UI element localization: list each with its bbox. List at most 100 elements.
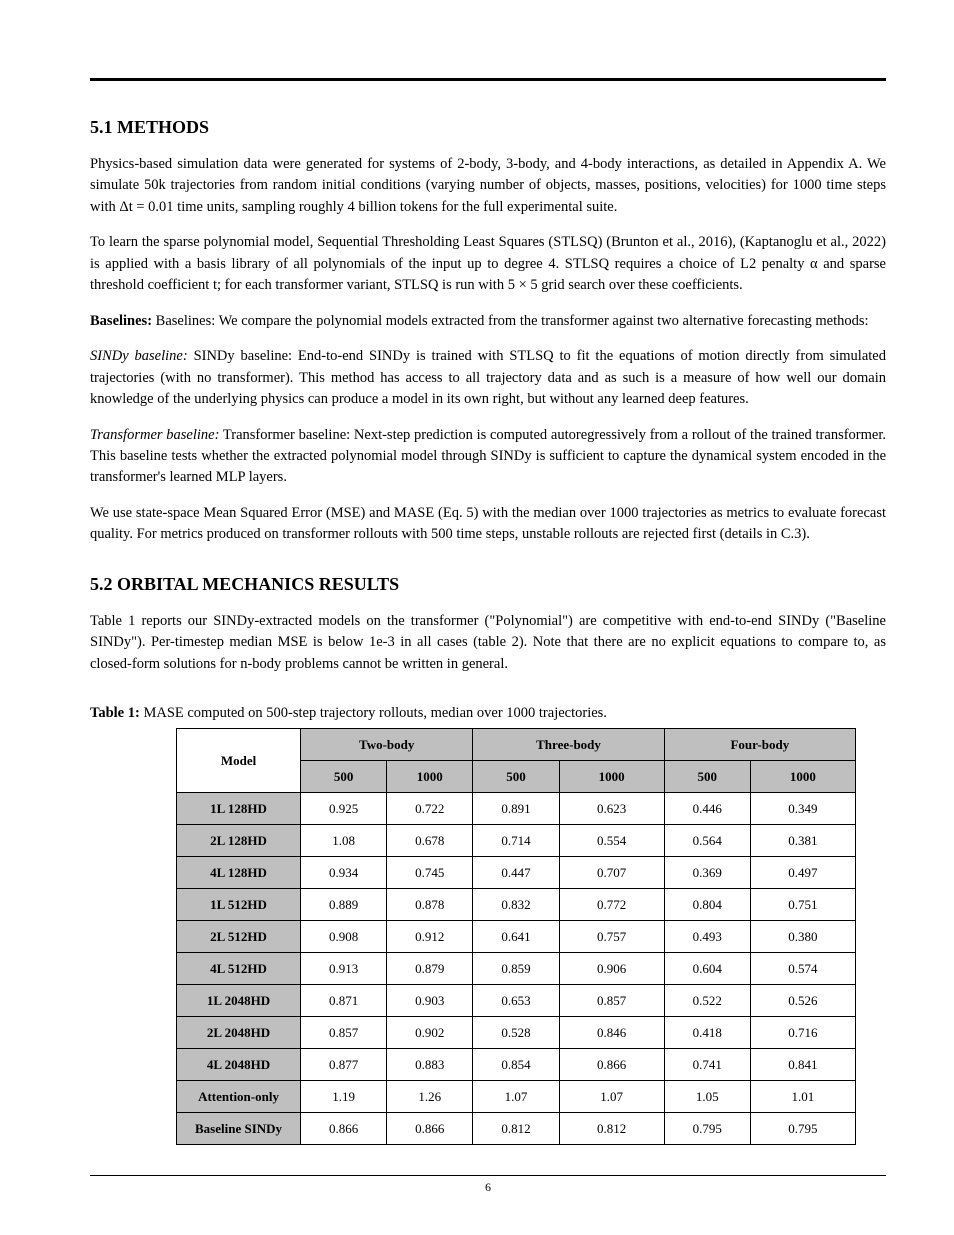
table-row-label: 2L 128HD — [177, 825, 301, 857]
table-cell: 0.857 — [301, 1017, 387, 1049]
table-row: 1L 128HD0.9250.7220.8910.6230.4460.349 — [177, 793, 856, 825]
table-cell: 0.866 — [559, 1049, 664, 1081]
table-cell: 0.574 — [750, 953, 855, 985]
table-row-label: 4L 2048HD — [177, 1049, 301, 1081]
table-cell: 0.913 — [301, 953, 387, 985]
table-sub-header: 500 — [301, 761, 387, 793]
table-cell: 0.707 — [559, 857, 664, 889]
table-cell: 0.772 — [559, 889, 664, 921]
table-corner: Model — [177, 729, 301, 793]
table-cell: 0.878 — [387, 889, 473, 921]
table-cell: 0.641 — [473, 921, 559, 953]
table-cell: 1.26 — [387, 1081, 473, 1113]
table-row: 2L 128HD1.080.6780.7140.5540.5640.381 — [177, 825, 856, 857]
table-row-label: Attention-only — [177, 1081, 301, 1113]
table-row: 2L 512HD0.9080.9120.6410.7570.4930.380 — [177, 921, 856, 953]
table-cell: 0.714 — [473, 825, 559, 857]
table-group-header: Two-body — [301, 729, 473, 761]
table-cell: 0.349 — [750, 793, 855, 825]
table-cell: 0.526 — [750, 985, 855, 1017]
table-row: 4L 512HD0.9130.8790.8590.9060.6040.574 — [177, 953, 856, 985]
table-row-label: 1L 2048HD — [177, 985, 301, 1017]
table-cell: 0.934 — [301, 857, 387, 889]
table-row-label: Baseline SINDy — [177, 1113, 301, 1145]
table-cell: 0.418 — [664, 1017, 750, 1049]
table-cell: 0.757 — [559, 921, 664, 953]
header-rule — [90, 78, 886, 81]
paragraph-text: Baselines: We compare the polynomial mod… — [156, 313, 869, 329]
table-cell: 0.841 — [750, 1049, 855, 1081]
table-cell: 0.795 — [750, 1113, 855, 1145]
table-cell: 0.846 — [559, 1017, 664, 1049]
paragraph: To learn the sparse polynomial model, Se… — [90, 232, 886, 296]
table-row-label: 4L 128HD — [177, 857, 301, 889]
results-paragraph: Table 1 reports our SINDy-extracted mode… — [90, 611, 886, 675]
table-caption-prefix: Table 1: — [90, 705, 140, 721]
table-row-label: 1L 128HD — [177, 793, 301, 825]
table-cell: 0.447 — [473, 857, 559, 889]
table-cell: 0.902 — [387, 1017, 473, 1049]
table-cell: 0.623 — [559, 793, 664, 825]
results-table: Model Two-body Three-body Four-body 500 … — [176, 728, 856, 1145]
table-cell: 0.751 — [750, 889, 855, 921]
table-sub-header: 1000 — [750, 761, 855, 793]
table-cell: 0.879 — [387, 953, 473, 985]
paragraph: Baselines: Baselines: We compare the pol… — [90, 311, 886, 332]
table-caption: Table 1: MASE computed on 500-step traje… — [90, 705, 886, 722]
table-sub-header: 1000 — [387, 761, 473, 793]
table-cell: 0.554 — [559, 825, 664, 857]
table-row-label: 4L 512HD — [177, 953, 301, 985]
paragraph: Physics-based simulation data were gener… — [90, 154, 886, 218]
table-cell: 0.903 — [387, 985, 473, 1017]
table-cell: 0.795 — [664, 1113, 750, 1145]
footer-center: 6 — [485, 1180, 491, 1195]
section-heading: 5.1 METHODS — [90, 117, 886, 138]
table-cell: 0.912 — [387, 921, 473, 953]
table-cell: 0.832 — [473, 889, 559, 921]
table-caption-text: MASE computed on 500-step trajectory rol… — [140, 705, 607, 721]
table-cell: 0.854 — [473, 1049, 559, 1081]
footer-rule — [90, 1175, 886, 1176]
paragraph: SINDy baseline: SINDy baseline: End-to-e… — [90, 346, 886, 410]
table-cell: 0.804 — [664, 889, 750, 921]
paragraph-text: SINDy baseline: End-to-end SINDy is trai… — [90, 348, 886, 407]
table-row: 4L 128HD0.9340.7450.4470.7070.3690.497 — [177, 857, 856, 889]
table-row: 1L 512HD0.8890.8780.8320.7720.8040.751 — [177, 889, 856, 921]
table-cell: 0.877 — [301, 1049, 387, 1081]
table-cell: 0.812 — [559, 1113, 664, 1145]
table-cell: 0.891 — [473, 793, 559, 825]
table-cell: 1.07 — [559, 1081, 664, 1113]
table-row-label: 1L 512HD — [177, 889, 301, 921]
table-row-label: 2L 2048HD — [177, 1017, 301, 1049]
table-sub-header: 500 — [664, 761, 750, 793]
table-group-header: Four-body — [664, 729, 855, 761]
table-cell: 0.678 — [387, 825, 473, 857]
paragraph: Transformer baseline: Transformer baseli… — [90, 425, 886, 489]
table-row: 2L 2048HD0.8570.9020.5280.8460.4180.716 — [177, 1017, 856, 1049]
table-cell: 0.906 — [559, 953, 664, 985]
table-cell: 0.866 — [301, 1113, 387, 1145]
table-sub-header: 500 — [473, 761, 559, 793]
table-cell: 0.925 — [301, 793, 387, 825]
table-cell: 0.883 — [387, 1049, 473, 1081]
table-cell: 0.866 — [387, 1113, 473, 1145]
table-cell: 1.08 — [301, 825, 387, 857]
table-row-label: 2L 512HD — [177, 921, 301, 953]
table-header-row-groups: Model Two-body Three-body Four-body — [177, 729, 856, 761]
table-cell: 0.446 — [664, 793, 750, 825]
table-row: 4L 2048HD0.8770.8830.8540.8660.7410.841 — [177, 1049, 856, 1081]
table-cell: 0.871 — [301, 985, 387, 1017]
table-cell: 0.381 — [750, 825, 855, 857]
table-cell: 0.522 — [664, 985, 750, 1017]
table-cell: 0.604 — [664, 953, 750, 985]
table-cell: 1.07 — [473, 1081, 559, 1113]
table-cell: 0.528 — [473, 1017, 559, 1049]
table-row: Baseline SINDy0.8660.8660.8120.8120.7950… — [177, 1113, 856, 1145]
page-footer: 6 — [90, 1175, 886, 1195]
subsection-heading: 5.2 ORBITAL MECHANICS RESULTS — [90, 574, 886, 595]
table-cell: 0.653 — [473, 985, 559, 1017]
table-cell: 0.369 — [664, 857, 750, 889]
table-cell: 0.716 — [750, 1017, 855, 1049]
table-cell: 0.857 — [559, 985, 664, 1017]
paragraph: We use state-space Mean Squared Error (M… — [90, 503, 886, 546]
